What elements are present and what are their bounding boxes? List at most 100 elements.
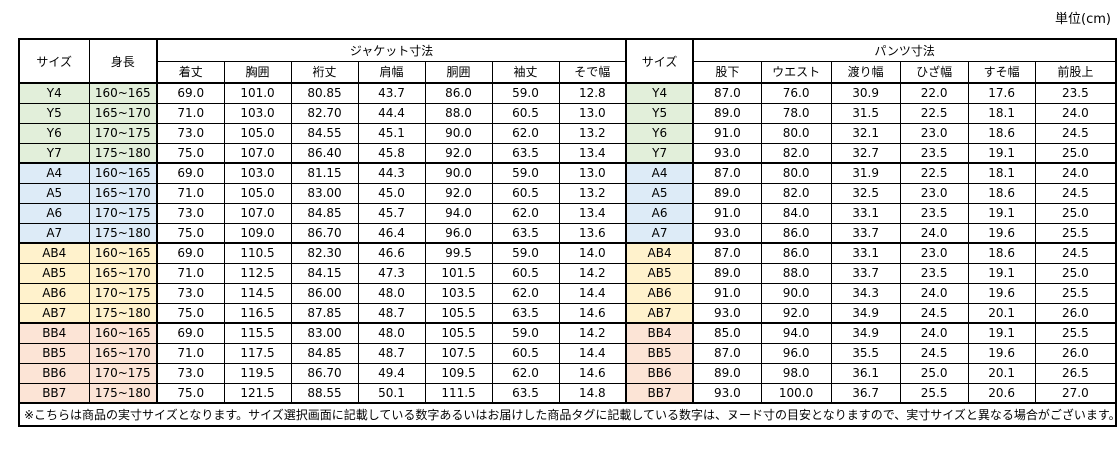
cell-jacket-value: 48.7 xyxy=(357,302,426,324)
cell-pants-value: 31.9 xyxy=(830,162,901,184)
cell-height: 175~180 xyxy=(88,142,158,164)
cell-jacket-value: 92.0 xyxy=(424,182,493,204)
cell-pants-value: 82.0 xyxy=(760,182,832,204)
cell-pants-value: 93.0 xyxy=(692,142,762,164)
table-row: AB7 175~180 75.0 116.5 87.85 48.7 105.5 63.5 14.… xyxy=(18,302,1117,324)
cell-pants-value: 22.0 xyxy=(899,82,969,104)
cell-jacket-value: 45.1 xyxy=(357,122,426,144)
header-jacket-col: 袖丈 xyxy=(491,60,560,84)
cell-pants-value: 89.0 xyxy=(692,182,762,204)
cell-pants-value: 24.5 xyxy=(899,342,969,364)
cell-jacket-value: 84.55 xyxy=(290,122,359,144)
cell-jacket-value: 14.0 xyxy=(558,242,627,264)
cell-pants-value: 93.0 xyxy=(692,302,762,324)
table-body: Y4 160~165 69.0 101.0 80.85 43.7 86.0 59.0 12.8 Y… xyxy=(18,82,1117,404)
cell-pants-value: 89.0 xyxy=(692,262,762,284)
cell-jacket-value: 110.5 xyxy=(223,242,292,264)
cell-jacket-value: 62.0 xyxy=(491,282,560,304)
table-row: Y5 165~170 71.0 103.0 82.70 44.4 88.0 60.5 13.0 Y… xyxy=(18,102,1117,124)
cell-size-2: BB6 xyxy=(625,362,695,384)
cell-pants-value: 23.5 xyxy=(899,262,969,284)
cell-pants-value: 94.0 xyxy=(760,322,832,344)
cell-pants-value: 82.0 xyxy=(760,142,832,164)
cell-size-2: A5 xyxy=(625,182,695,204)
cell-jacket-value: 62.0 xyxy=(491,202,560,224)
cell-pants-value: 91.0 xyxy=(692,202,762,224)
cell-pants-value: 98.0 xyxy=(760,362,832,384)
cell-pants-value: 31.5 xyxy=(830,102,901,124)
cell-size: AB5 xyxy=(18,262,90,284)
cell-height: 165~170 xyxy=(88,182,158,204)
cell-pants-value: 24.0 xyxy=(899,222,969,244)
cell-jacket-value: 45.8 xyxy=(357,142,426,164)
header-pants-group: パンツ寸法 xyxy=(692,38,1117,62)
cell-jacket-value: 13.4 xyxy=(558,202,627,224)
cell-jacket-value: 12.8 xyxy=(558,82,627,104)
cell-pants-value: 90.0 xyxy=(760,282,832,304)
cell-jacket-value: 69.0 xyxy=(156,162,225,184)
cell-pants-value: 20.6 xyxy=(967,382,1036,404)
cell-pants-value: 25.5 xyxy=(899,382,969,404)
cell-jacket-value: 121.5 xyxy=(223,382,292,404)
header-jacket-col: 裄丈 xyxy=(290,60,359,84)
cell-size: BB4 xyxy=(18,322,90,344)
cell-jacket-value: 59.0 xyxy=(491,82,560,104)
cell-pants-value: 87.0 xyxy=(692,242,762,264)
header-pants-col: ウエスト xyxy=(760,60,832,84)
cell-pants-value: 25.0 xyxy=(1034,142,1117,164)
table-row: AB6 170~175 73.0 114.5 86.00 48.0 103.5 62.0 14.… xyxy=(18,282,1117,304)
cell-jacket-value: 81.15 xyxy=(290,162,359,184)
cell-pants-value: 26.0 xyxy=(1034,342,1117,364)
cell-height: 170~175 xyxy=(88,362,158,384)
cell-pants-value: 25.0 xyxy=(899,362,969,384)
cell-height: 160~165 xyxy=(88,242,158,264)
cell-jacket-value: 83.00 xyxy=(290,182,359,204)
cell-jacket-value: 44.4 xyxy=(357,102,426,124)
table-row: AB5 165~170 71.0 112.5 84.15 47.3 101.5 60.5 14.… xyxy=(18,262,1117,284)
cell-pants-value: 33.1 xyxy=(830,242,901,264)
cell-jacket-value: 84.15 xyxy=(290,262,359,284)
table-row: BB4 160~165 69.0 115.5 83.00 48.0 105.5 59.0 14.… xyxy=(18,322,1117,344)
cell-jacket-value: 94.0 xyxy=(424,202,493,224)
cell-size-2: BB5 xyxy=(625,342,695,364)
cell-pants-value: 23.0 xyxy=(899,242,969,264)
cell-jacket-value: 101.5 xyxy=(424,262,493,284)
cell-pants-value: 24.0 xyxy=(899,282,969,304)
cell-jacket-value: 116.5 xyxy=(223,302,292,324)
cell-pants-value: 91.0 xyxy=(692,282,762,304)
cell-pants-value: 93.0 xyxy=(692,222,762,244)
cell-pants-value: 80.0 xyxy=(760,162,832,184)
cell-height: 170~175 xyxy=(88,202,158,224)
table-footer: ※こちらは商品の実寸サイズとなります。サイズ選択画面に記載している数字あるいはお… xyxy=(18,402,1117,427)
cell-jacket-value: 63.5 xyxy=(491,382,560,404)
cell-size-2: Y4 xyxy=(625,82,695,104)
cell-jacket-value: 13.0 xyxy=(558,162,627,184)
cell-pants-value: 76.0 xyxy=(760,82,832,104)
header-pants-col: 股下 xyxy=(692,60,762,84)
cell-jacket-value: 73.0 xyxy=(156,202,225,224)
cell-pants-value: 33.1 xyxy=(830,202,901,224)
cell-jacket-value: 60.5 xyxy=(491,182,560,204)
cell-size: A5 xyxy=(18,182,90,204)
cell-pants-value: 32.1 xyxy=(830,122,901,144)
cell-pants-value: 36.7 xyxy=(830,382,901,404)
cell-jacket-value: 111.5 xyxy=(424,382,493,404)
cell-jacket-value: 45.0 xyxy=(357,182,426,204)
table-row: AB4 160~165 69.0 110.5 82.30 46.6 99.5 59.0 14.0… xyxy=(18,242,1117,264)
cell-jacket-value: 115.5 xyxy=(223,322,292,344)
cell-size-2: A7 xyxy=(625,222,695,244)
cell-size: BB6 xyxy=(18,362,90,384)
cell-pants-value: 23.0 xyxy=(899,182,969,204)
cell-size-2: A6 xyxy=(625,202,695,224)
table-row: Y4 160~165 69.0 101.0 80.85 43.7 86.0 59.0 12.8 Y… xyxy=(18,82,1117,104)
table-row: BB6 170~175 73.0 119.5 86.70 49.4 109.5 62.0 14.… xyxy=(18,362,1117,384)
cell-pants-value: 34.9 xyxy=(830,302,901,324)
cell-jacket-value: 48.7 xyxy=(357,342,426,364)
cell-jacket-value: 73.0 xyxy=(156,282,225,304)
cell-jacket-value: 103.0 xyxy=(223,162,292,184)
cell-jacket-value: 107.5 xyxy=(424,342,493,364)
cell-jacket-value: 82.70 xyxy=(290,102,359,124)
cell-pants-value: 33.7 xyxy=(830,262,901,284)
cell-jacket-value: 75.0 xyxy=(156,382,225,404)
cell-jacket-value: 63.5 xyxy=(491,142,560,164)
